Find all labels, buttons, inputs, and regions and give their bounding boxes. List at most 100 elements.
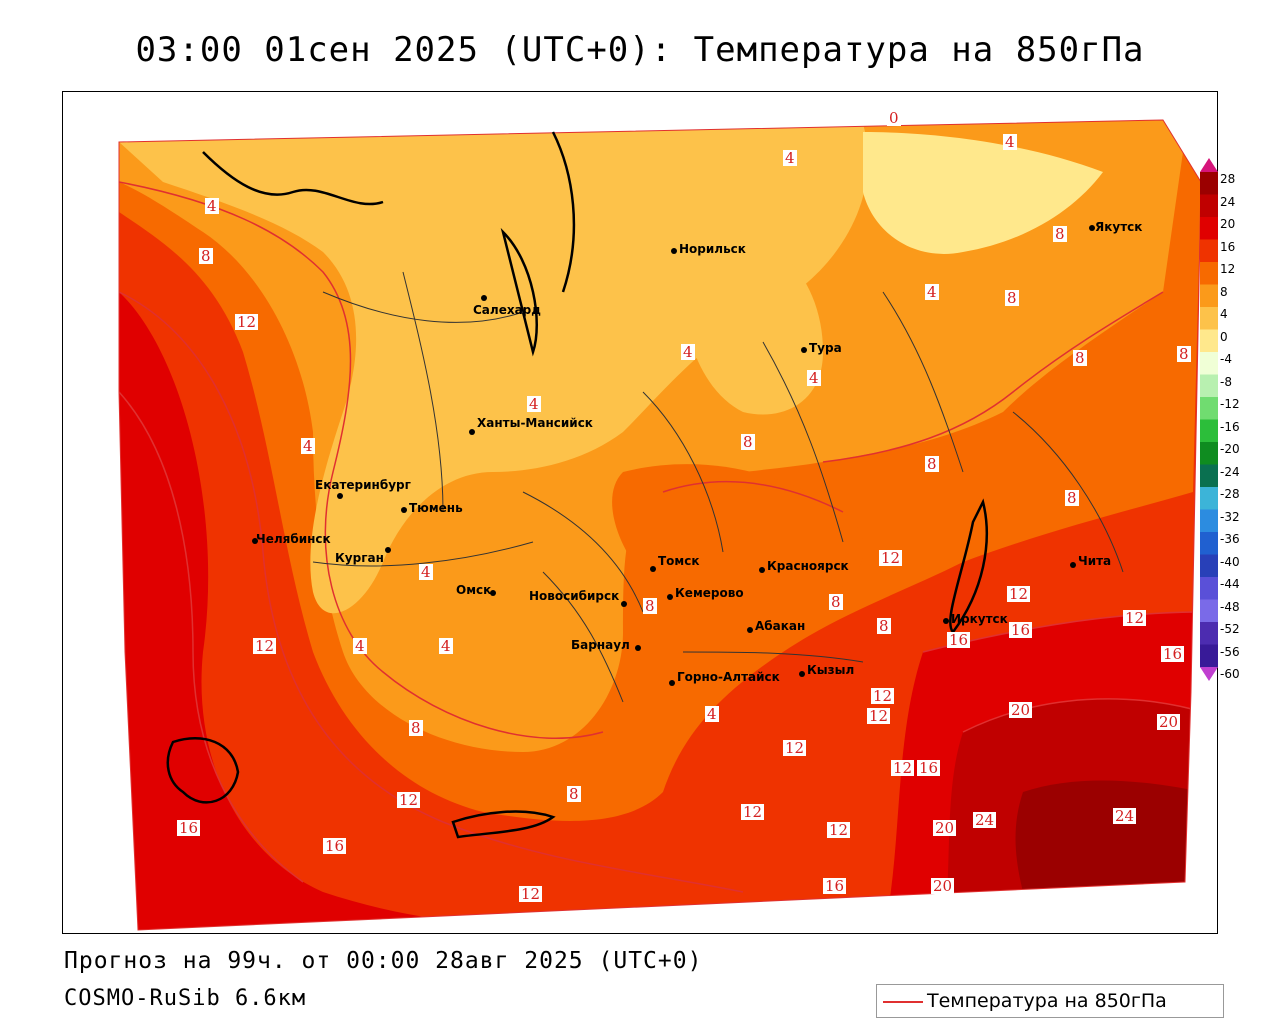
colorbar-tick-label: 20: [1220, 217, 1236, 231]
colorbar-segment: [1200, 554, 1218, 578]
contour-label: 20: [931, 877, 955, 895]
contour-label: 8: [925, 455, 939, 473]
colorbar-tick-label: 8: [1220, 284, 1228, 299]
city-name: Ханты-Мансийск: [477, 416, 593, 430]
city-name: Тура: [809, 341, 842, 355]
contour-label: 24: [1113, 807, 1137, 825]
city-dot-icon: [801, 347, 807, 353]
city-dot-icon: [490, 590, 496, 596]
colorbar-segment: [1200, 194, 1218, 218]
contour-label: 4: [301, 437, 315, 455]
city-dot-icon: [401, 507, 407, 513]
colorbar-segment: [1200, 599, 1218, 623]
city-name: Салехард: [473, 303, 541, 317]
contour-label: 4: [527, 395, 541, 413]
contour-label: 16: [947, 631, 971, 649]
colorbar-segment: [1200, 532, 1218, 555]
city-dot-icon: [650, 566, 656, 572]
city-name: Иркутск: [951, 612, 1008, 626]
colorbar-bottom-arrow: [1200, 667, 1218, 681]
model-name: COSMO-RuSib 6.6км: [64, 986, 307, 1011]
contour-label: 4: [681, 343, 695, 361]
contour-label: 4: [807, 369, 821, 387]
city-name: Кызыл: [807, 663, 855, 677]
colorbar-tick-label: 28: [1220, 172, 1236, 186]
colorbar-tick-label: -4: [1220, 352, 1232, 366]
city-dot-icon: [481, 295, 487, 301]
colorbar-tick-label: -24: [1220, 464, 1240, 479]
city-dot-icon: [759, 567, 765, 573]
colorbar-tick-label: -48: [1220, 599, 1240, 614]
colorbar-segment: [1200, 374, 1218, 398]
city-label: Томск: [650, 554, 700, 572]
contour-label: 16: [1009, 621, 1033, 639]
legend-line-icon: [883, 1001, 923, 1003]
colorbar-segment: [1200, 419, 1218, 443]
contour-label: 8: [877, 617, 891, 635]
contour-label: 12: [397, 791, 421, 809]
colorbar-tick-label: -16: [1220, 419, 1240, 434]
contour-label: 8: [1065, 489, 1079, 507]
colorbar-segment: [1200, 307, 1218, 330]
city-dot-icon: [469, 429, 475, 435]
contour-label: 8: [409, 719, 423, 737]
city-dot-icon: [337, 493, 343, 499]
contour-label: 8: [567, 785, 581, 803]
temperature-field: [119, 120, 1201, 930]
city-dot-icon: [385, 547, 391, 553]
contour-label: 8: [1073, 349, 1087, 367]
legend-label: Температура на 850гПа: [927, 990, 1167, 1012]
city-label: Чита: [1070, 554, 1112, 568]
contour-label: 4: [419, 563, 433, 581]
city-label: Омск: [456, 583, 496, 597]
city-label: Красноярск: [759, 559, 849, 573]
contour-label: 16: [823, 877, 847, 895]
colorbar-tick-label: -20: [1220, 442, 1240, 456]
city-name: Чита: [1078, 554, 1112, 568]
colorbar-segment: [1200, 464, 1218, 488]
contour-label: 12: [253, 637, 277, 655]
contour-label: 24: [973, 811, 997, 829]
colorbar-segment: [1200, 262, 1218, 285]
colorbar-segment: [1200, 644, 1218, 668]
city-name: Новосибирск: [529, 589, 620, 603]
city-label: Ханты-Мансийск: [469, 416, 593, 435]
contour-label: 12: [783, 739, 807, 757]
city-name: Барнаул: [571, 638, 630, 652]
colorbar-tick-label: 12: [1220, 262, 1236, 276]
colorbar-tick-label: 16: [1220, 239, 1236, 254]
contour-label: 8: [1005, 289, 1019, 307]
contour-label: 20: [1157, 713, 1181, 731]
contour-label: 8: [829, 593, 843, 611]
colorbar-tick-label: 0: [1220, 329, 1228, 344]
contour-label: 12: [871, 687, 895, 705]
contour-label: 16: [1161, 645, 1185, 663]
colorbar-tick-label: -36: [1220, 532, 1240, 546]
city-label: Салехард: [473, 295, 541, 317]
city-name: Курган: [335, 551, 384, 565]
city-name: Челябинск: [256, 532, 331, 546]
city-dot-icon: [799, 671, 805, 677]
colorbar-segment: [1200, 487, 1218, 510]
city-dot-icon: [635, 645, 641, 651]
contour-label: 4: [1003, 133, 1017, 151]
legend: Температура на 850гПа: [876, 984, 1224, 1018]
city-label: Кемерово: [667, 586, 744, 600]
colorbar-segment: [1200, 329, 1218, 353]
contour-label: 12: [519, 885, 543, 903]
city-label: Абакан: [747, 619, 805, 633]
colorbar-segment: [1200, 239, 1218, 263]
contour-label: 8: [643, 597, 657, 615]
contour-label: 20: [1009, 701, 1033, 719]
city-name: Якутск: [1095, 220, 1143, 234]
city-dot-icon: [747, 627, 753, 633]
contour-label: 20: [933, 819, 957, 837]
colorbar: [1200, 158, 1218, 681]
colorbar-segment: [1200, 509, 1218, 533]
city-name: Тюмень: [409, 501, 463, 515]
colorbar-segment: [1200, 217, 1218, 240]
colorbar-segment: [1200, 442, 1218, 465]
contour-label: 4: [205, 197, 219, 215]
city-dot-icon: [943, 618, 949, 624]
colorbar-tick-label: -60: [1220, 667, 1240, 681]
